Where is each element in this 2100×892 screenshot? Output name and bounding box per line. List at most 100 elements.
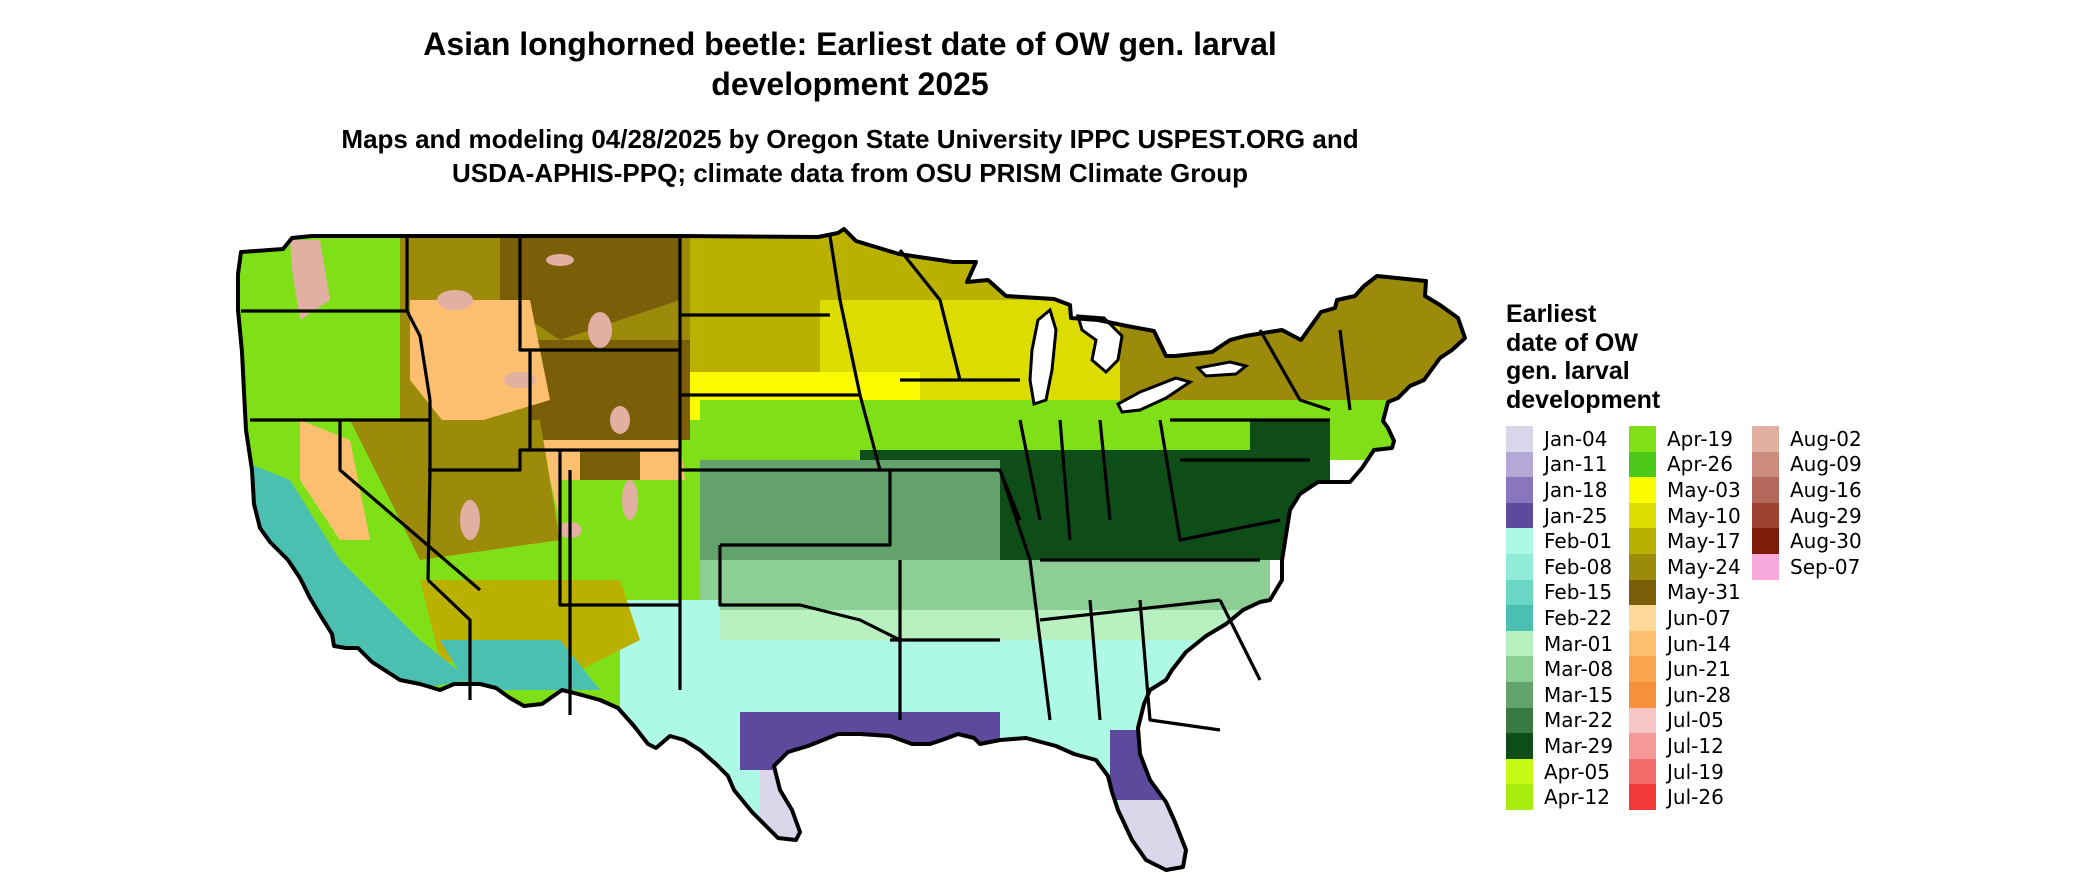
legend-item: Jan-25 xyxy=(1506,502,1629,529)
legend-item: Aug-02 xyxy=(1752,426,1875,452)
legend-swatch xyxy=(1629,426,1656,452)
legend-swatch xyxy=(1629,758,1656,785)
legend-label: Feb-22 xyxy=(1544,605,1613,630)
zone-rockies-brown xyxy=(500,236,680,340)
legend-item: Jun-07 xyxy=(1629,605,1752,631)
legend-label: Aug-30 xyxy=(1790,529,1862,554)
legend-label: Mar-01 xyxy=(1544,631,1614,656)
legend-swatch xyxy=(1629,707,1656,734)
legend-item: Mar-29 xyxy=(1506,733,1629,759)
legend-swatch xyxy=(1752,553,1779,580)
legend-swatch xyxy=(1629,656,1656,682)
legend-title-line-3: gen. larval xyxy=(1506,357,1630,385)
legend-title: Earliest date of OW gen. larval development xyxy=(1506,300,1875,414)
legend-item: Feb-22 xyxy=(1506,605,1629,631)
legend-swatch xyxy=(1629,528,1656,554)
legend-item: May-17 xyxy=(1629,528,1752,554)
zone-ne-coast-dark xyxy=(1250,420,1330,560)
legend-swatch xyxy=(1506,426,1533,452)
legend-column-2: Apr-19 Apr-26 May-03 May-10 May-17 May-24 May-… xyxy=(1629,426,1752,810)
map-title: Asian longhorned beetle: Earliest date o… xyxy=(300,24,1400,104)
legend-label: Jun-21 xyxy=(1667,657,1731,682)
legend-item: Aug-29 xyxy=(1752,502,1875,529)
legend-swatch xyxy=(1629,579,1656,606)
zone-ca-coast-teal xyxy=(240,460,470,690)
zone-peak-4 xyxy=(588,312,612,348)
legend-swatch xyxy=(1506,502,1533,529)
legend-swatch xyxy=(1629,605,1656,631)
legend-label: Mar-08 xyxy=(1544,657,1614,682)
legend-label: Jul-05 xyxy=(1667,708,1724,733)
zone-peak-1 xyxy=(437,290,473,310)
legend-swatch xyxy=(1506,451,1533,478)
legend-swatch xyxy=(1506,605,1533,631)
legend-item: Mar-22 xyxy=(1506,707,1629,734)
legend-swatch xyxy=(1506,477,1533,503)
zone-midsouth-green xyxy=(700,460,1000,570)
legend-item: Apr-12 xyxy=(1506,784,1629,810)
zone-peak-7 xyxy=(622,480,638,520)
legend-label: Feb-01 xyxy=(1544,529,1613,554)
legend-label: Aug-16 xyxy=(1790,477,1862,502)
legend-item: May-10 xyxy=(1629,502,1752,529)
legend-swatch xyxy=(1506,553,1533,580)
title-line-2: development 2025 xyxy=(711,66,989,102)
zone-peak-2 xyxy=(546,254,574,266)
subtitle-line-1: Maps and modeling 04/28/2025 by Oregon S… xyxy=(341,124,1359,154)
legend-swatch xyxy=(1506,758,1533,785)
legend-swatch xyxy=(1506,681,1533,708)
legend-label: Mar-15 xyxy=(1544,682,1614,707)
legend-columns: Jan-04 Jan-11 Jan-18 Jan-25 Feb-01 Feb-08 Feb-… xyxy=(1506,426,1875,810)
legend-label: Jun-28 xyxy=(1667,682,1731,707)
zone-south-cyan xyxy=(620,640,1300,870)
legend-label: Jan-25 xyxy=(1544,503,1608,528)
legend-item: Jun-28 xyxy=(1629,681,1752,708)
legend-title-line-4: development xyxy=(1506,385,1661,414)
legend-item: Jul-19 xyxy=(1629,758,1752,785)
legend-label: Jul-26 xyxy=(1667,785,1724,810)
zone-sierra-orange xyxy=(300,420,370,540)
legend-label: Apr-12 xyxy=(1544,785,1610,810)
subtitle-line-2: USDA-APHIS-PPQ; climate data from OSU PR… xyxy=(451,158,1248,188)
legend-swatch xyxy=(1629,553,1656,580)
zone-peak-3 xyxy=(504,372,536,388)
legend-item: Apr-26 xyxy=(1629,451,1752,478)
legend-swatch xyxy=(1629,502,1656,529)
zone-tn-light xyxy=(700,560,1270,620)
legend-label: Aug-29 xyxy=(1790,503,1862,528)
legend-item: Jul-12 xyxy=(1629,733,1752,759)
legend-swatch xyxy=(1506,630,1533,657)
legend-title-line-1: Earliest xyxy=(1506,300,1597,328)
zone-peak-5 xyxy=(610,406,630,434)
legend-swatch xyxy=(1752,528,1779,554)
legend-swatch xyxy=(1752,451,1779,478)
zone-pale-green xyxy=(700,610,1260,640)
legend-label: Apr-26 xyxy=(1667,452,1733,477)
legend-item: Aug-16 xyxy=(1752,477,1875,503)
zone-green-band xyxy=(700,400,1180,460)
legend-item: Feb-01 xyxy=(1506,528,1629,554)
legend-label: Apr-05 xyxy=(1544,759,1610,784)
legend-column-3: Aug-02 Aug-09 Aug-16 Aug-29 Aug-30 Sep-07 xyxy=(1752,426,1875,810)
legend-label: May-10 xyxy=(1667,503,1741,528)
legend-item: Apr-05 xyxy=(1506,758,1629,785)
legend-label: Aug-02 xyxy=(1790,426,1862,451)
zone-cascades-pink xyxy=(290,240,330,320)
legend-item: Aug-09 xyxy=(1752,451,1875,478)
legend-label: Apr-19 xyxy=(1667,426,1733,451)
legend-item: Aug-30 xyxy=(1752,528,1875,554)
legend-item: Mar-08 xyxy=(1506,656,1629,682)
legend-label: Jul-19 xyxy=(1667,759,1724,784)
legend-label: Aug-09 xyxy=(1790,452,1862,477)
legend-label: May-24 xyxy=(1667,554,1741,579)
lake-ontario xyxy=(1194,360,1250,378)
legend-item: Jan-11 xyxy=(1506,451,1629,478)
legend-label: Jan-11 xyxy=(1544,452,1608,477)
legend-item: Jul-26 xyxy=(1629,784,1752,810)
zone-az-teal xyxy=(440,640,600,690)
legend-label: Mar-22 xyxy=(1544,708,1614,733)
legend-swatch xyxy=(1752,426,1779,452)
us-outline xyxy=(236,227,1467,872)
legend-swatch xyxy=(1752,502,1779,529)
legend-item: May-31 xyxy=(1629,579,1752,606)
